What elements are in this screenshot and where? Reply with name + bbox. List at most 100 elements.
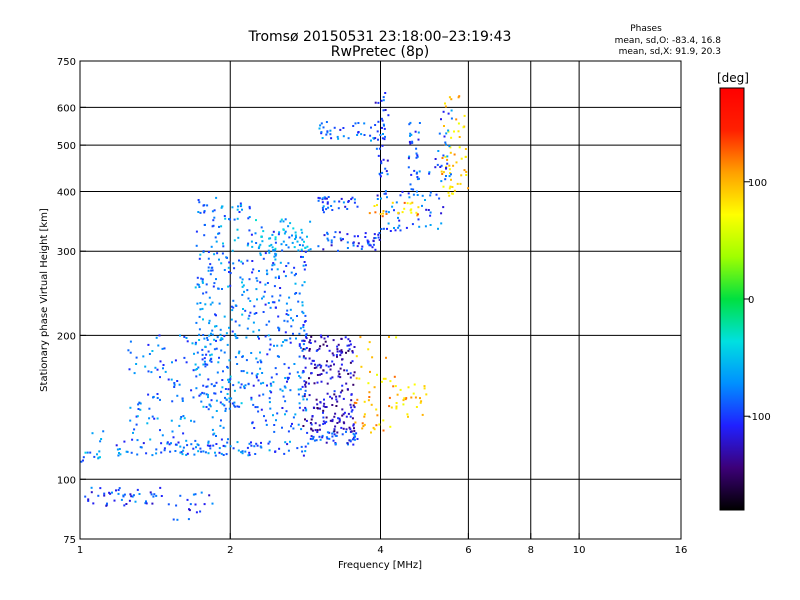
- echo-point: [201, 353, 204, 356]
- echo-point: [415, 172, 418, 175]
- echo-point: [294, 238, 297, 240]
- echo-point: [301, 450, 304, 453]
- echo-point: [395, 407, 398, 410]
- echo-point: [435, 193, 438, 196]
- echo-point: [202, 250, 205, 253]
- echo-point: [179, 494, 182, 497]
- echo-point: [329, 377, 332, 380]
- echo-point: [199, 393, 202, 396]
- echo-point: [268, 320, 271, 323]
- echo-point: [320, 373, 323, 375]
- echo-point: [413, 169, 416, 172]
- echo-point: [211, 266, 214, 269]
- echo-point: [345, 382, 348, 385]
- echo-point: [333, 236, 336, 239]
- echo-point: [331, 420, 334, 423]
- echo-point: [102, 430, 105, 433]
- echo-point: [172, 518, 175, 521]
- echo-point: [446, 162, 449, 165]
- echo-point: [437, 150, 440, 152]
- echo-point: [440, 164, 443, 167]
- echo-point: [278, 299, 281, 302]
- echo-point: [364, 236, 367, 238]
- echo-point: [348, 344, 351, 347]
- echo-point: [368, 341, 371, 344]
- echo-point: [197, 211, 200, 213]
- echo-point: [409, 121, 412, 124]
- echo-point: [404, 398, 407, 401]
- echo-point: [258, 270, 260, 272]
- echo-point: [384, 109, 387, 111]
- echo-point: [137, 403, 140, 406]
- echo-point: [369, 370, 371, 373]
- echo-point: [353, 235, 356, 238]
- echo-point: [352, 383, 355, 386]
- echo-point: [249, 311, 252, 314]
- echo-point: [445, 167, 447, 170]
- echo-point: [220, 349, 223, 352]
- y-tick-label: 500: [57, 141, 76, 152]
- echo-point: [201, 391, 204, 394]
- echo-point: [384, 167, 387, 170]
- echo-point: [302, 356, 305, 359]
- echo-point: [330, 244, 333, 247]
- echo-point: [408, 140, 411, 143]
- echo-point: [443, 125, 445, 127]
- echo-point: [352, 242, 355, 245]
- echo-point: [324, 422, 326, 425]
- echo-point: [436, 163, 439, 166]
- echo-point: [172, 436, 175, 439]
- echo-point: [329, 368, 332, 371]
- echo-point: [311, 359, 314, 362]
- echo-point: [142, 355, 145, 358]
- echo-point: [204, 303, 207, 306]
- echo-point: [349, 415, 352, 418]
- echo-point: [353, 406, 356, 409]
- echo-point: [352, 374, 355, 377]
- echo-point: [352, 443, 355, 446]
- echo-point: [215, 381, 218, 384]
- echo-point: [265, 269, 268, 272]
- echo-point: [231, 249, 234, 252]
- echo-point: [219, 424, 222, 427]
- echo-point: [215, 443, 218, 445]
- echo-point: [342, 397, 345, 400]
- echo-point: [325, 133, 328, 136]
- echo-point: [274, 306, 277, 309]
- echo-point: [213, 253, 216, 256]
- echo-point: [135, 415, 138, 418]
- echo-point: [378, 238, 381, 241]
- echo-point: [335, 405, 338, 407]
- echo-point: [206, 363, 209, 366]
- echo-point: [207, 378, 210, 381]
- echo-point: [96, 453, 98, 456]
- echo-point: [297, 423, 300, 426]
- echo-point: [385, 170, 388, 173]
- echo-point: [120, 498, 123, 501]
- echo-point: [447, 191, 450, 194]
- echo-point: [221, 403, 224, 406]
- echo-point: [203, 503, 206, 506]
- echo-point: [200, 277, 203, 280]
- echo-point: [382, 227, 385, 230]
- echo-point: [248, 229, 251, 232]
- echo-point: [255, 277, 258, 280]
- echo-point: [260, 382, 262, 385]
- chart-subtitle: RwPretec (8p): [331, 44, 429, 60]
- echo-point: [218, 451, 221, 454]
- echo-point: [197, 450, 200, 453]
- echo-point: [166, 442, 169, 445]
- echo-point: [80, 460, 83, 463]
- echo-point: [248, 454, 251, 456]
- echo-point: [135, 423, 138, 426]
- echo-point: [318, 373, 321, 376]
- echo-point: [416, 213, 419, 216]
- echo-point: [199, 510, 202, 513]
- echo-point: [444, 155, 447, 158]
- echo-point: [192, 369, 195, 372]
- echo-point: [209, 273, 212, 276]
- echo-point: [204, 345, 207, 348]
- echo-point: [337, 370, 340, 373]
- echo-point: [296, 371, 299, 374]
